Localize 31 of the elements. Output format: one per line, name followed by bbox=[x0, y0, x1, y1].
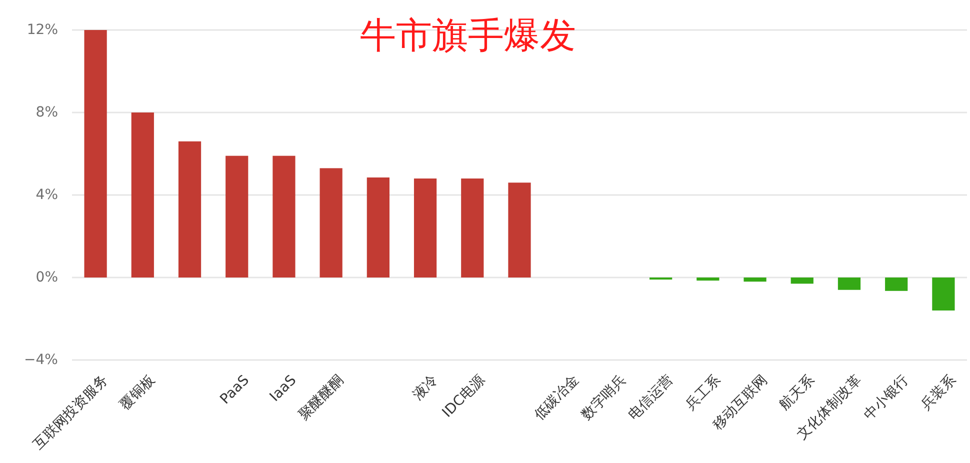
x-tick-label: 航天系 bbox=[776, 372, 818, 414]
bar bbox=[178, 141, 202, 278]
bar bbox=[744, 278, 766, 282]
x-tick-label: 覆铜板 bbox=[117, 372, 158, 414]
x-tick-label: IDC电源 bbox=[439, 372, 488, 421]
y-tick-label: 8% bbox=[36, 104, 58, 120]
y-tick-label: 0% bbox=[36, 270, 58, 286]
x-tick-label: 兵装系 bbox=[918, 372, 960, 414]
x-tick-label: 液冷 bbox=[410, 372, 441, 404]
bar bbox=[790, 278, 814, 284]
y-tick-label: −4% bbox=[24, 352, 58, 368]
x-tick-label: 兵工系 bbox=[682, 372, 724, 414]
bar bbox=[320, 168, 342, 278]
bar bbox=[131, 112, 154, 278]
chart-title: 牛市旗手爆发 bbox=[360, 16, 576, 56]
y-tick-label: 12% bbox=[26, 22, 58, 38]
bar bbox=[838, 278, 861, 290]
bar bbox=[932, 278, 955, 310]
bar bbox=[508, 182, 531, 278]
bar bbox=[366, 177, 390, 278]
x-tick-label: 聚醚醚酮 bbox=[296, 372, 347, 424]
x-tick-label: 中小银行 bbox=[861, 372, 912, 424]
bar bbox=[696, 278, 720, 281]
bar bbox=[272, 156, 296, 278]
bar bbox=[461, 178, 484, 278]
bar bbox=[414, 178, 437, 278]
bar bbox=[226, 156, 248, 278]
y-tick-label: 4% bbox=[36, 187, 58, 203]
bar bbox=[84, 30, 107, 278]
x-tick-label: 互联网投资服务 bbox=[30, 372, 112, 453]
bar bbox=[885, 278, 908, 291]
